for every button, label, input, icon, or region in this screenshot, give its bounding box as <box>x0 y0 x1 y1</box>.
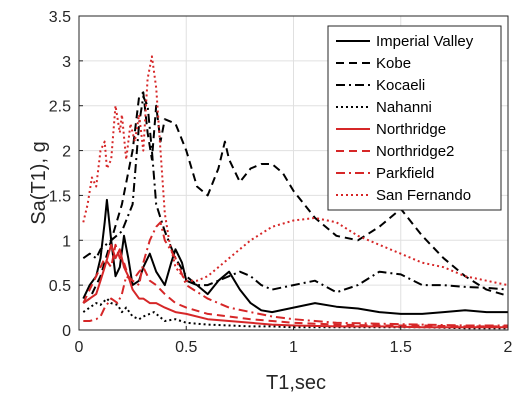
x-tick-label: 2 <box>504 339 513 356</box>
legend-label: Northridge2 <box>376 143 454 160</box>
legend-box <box>327 25 502 211</box>
y-tick-label: 0.5 <box>49 278 71 295</box>
series-line-5 <box>82 243 508 328</box>
legend-label: San Fernando <box>376 187 471 204</box>
y-tick-label: 1.5 <box>49 188 71 205</box>
series-line-3 <box>82 297 508 330</box>
ticks: 0 0.5 1 1.5 2 0 0.5 1 1.5 2 2.5 3 3.5 <box>49 9 513 356</box>
x-tick-label: 0.5 <box>175 339 197 356</box>
x-tick-label: 1 <box>289 339 298 356</box>
legend-label: Kocaeli <box>376 77 425 94</box>
legend-label: Kobe <box>376 55 411 72</box>
y-axis-label: Sa(T1), g <box>28 141 50 224</box>
y-tick-label: 1 <box>62 233 71 250</box>
legend-label: Imperial Valley <box>376 33 474 50</box>
legend-label: Parkfield <box>376 165 434 182</box>
series-line-4 <box>82 243 508 329</box>
x-tick-label: 0 <box>75 339 84 356</box>
series-group <box>82 55 509 330</box>
y-tick-label: 3.5 <box>49 9 71 26</box>
x-tick-label: 1.5 <box>390 339 412 356</box>
series-line-6 <box>83 221 508 327</box>
y-tick-label: 2 <box>62 144 71 161</box>
legend-label: Nahanni <box>376 99 432 116</box>
series-line-7 <box>82 55 509 287</box>
y-tick-label: 3 <box>62 54 71 71</box>
x-axis-label: T1,sec <box>266 372 326 394</box>
legend-label: Northridge <box>376 121 446 138</box>
y-tick-label: 2.5 <box>49 99 71 116</box>
y-tick-label: 0 <box>62 323 71 340</box>
series-line-1 <box>82 91 509 304</box>
legend: Imperial Valley Kobe Kocaeli Nahanni Northri… <box>327 25 502 211</box>
